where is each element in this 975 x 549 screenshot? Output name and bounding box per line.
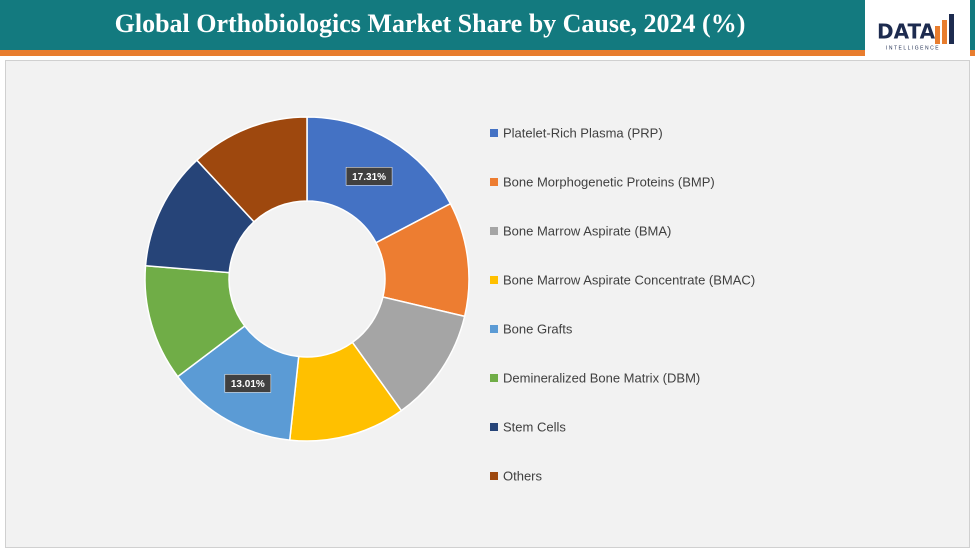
logo-bar [935, 26, 940, 44]
legend-swatch [490, 129, 498, 137]
legend-swatch [490, 325, 498, 333]
legend-label: Bone Marrow Aspirate Concentrate (BMAC) [503, 272, 755, 287]
slice [195, 116, 308, 223]
data-label-box [345, 167, 393, 186]
header-stripe [0, 50, 975, 56]
logo-bar [949, 14, 954, 44]
logo: DATA [877, 20, 936, 44]
legend-swatch [490, 472, 498, 480]
logo-bar [942, 20, 947, 44]
legend-swatch [490, 423, 498, 431]
data-label: 13.01% [231, 379, 265, 390]
legend-swatch [490, 374, 498, 382]
header-bar [0, 0, 975, 50]
chart-title: Global Orthobiologics Market Share by Ca… [115, 9, 746, 38]
legend-label: Bone Grafts [503, 321, 573, 336]
data-label: 17.31% [352, 172, 386, 183]
data-label-box [224, 374, 272, 393]
logo-sub: INTELLIGENCE [886, 45, 940, 51]
legend-label: Bone Marrow Aspirate (BMA) [503, 223, 671, 238]
legend-label: Bone Morphogenetic Proteins (BMP) [503, 174, 715, 189]
legend-swatch [490, 276, 498, 284]
legend-label: Stem Cells [503, 419, 566, 434]
legend-swatch [490, 227, 498, 235]
legend-label: Others [503, 468, 543, 483]
legend-swatch [490, 178, 498, 186]
legend-label: Demineralized Bone Matrix (DBM) [503, 370, 700, 385]
legend-label: Platelet-Rich Plasma (PRP) [503, 125, 663, 140]
